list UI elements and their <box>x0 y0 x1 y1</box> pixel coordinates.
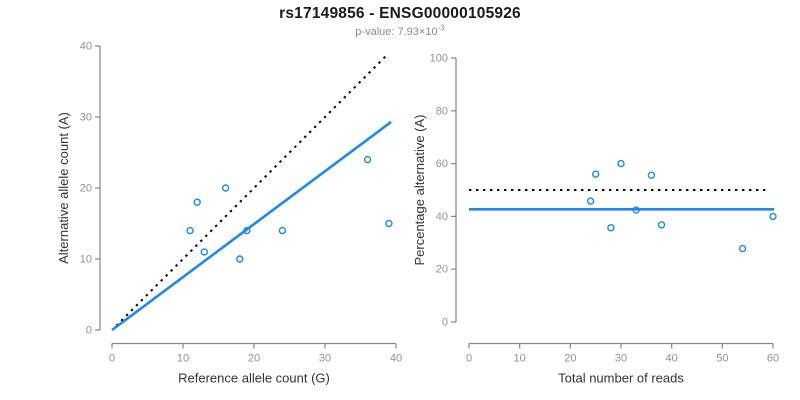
title-block: rs17149856 - ENSG00000105926 p-value: 7.… <box>0 5 800 38</box>
allele-count-scatter-points <box>186 155 393 263</box>
data-point <box>647 171 656 179</box>
y-tick-label: 10 <box>80 254 92 266</box>
y-tick-label: 0 <box>86 325 92 337</box>
regression-line <box>111 120 392 332</box>
y-tick-label: 60 <box>436 158 448 170</box>
y-tick-label: 30 <box>80 112 92 124</box>
y-axis-title: Alternative allele count (A) <box>56 112 71 264</box>
x-tick-label: 60 <box>767 353 779 365</box>
data-point <box>200 248 209 256</box>
x-tick-label: 0 <box>109 353 115 365</box>
data-point <box>186 226 194 235</box>
page-title: rs17149856 - ENSG00000105926 <box>279 5 521 22</box>
percentage-scatter-points <box>586 159 777 253</box>
data-point <box>385 219 393 228</box>
y-tick-label: 40 <box>436 211 448 223</box>
pvalue-subtitle: p-value: 7.93×10-3 <box>0 23 800 38</box>
data-point <box>607 224 615 232</box>
data-point <box>363 155 372 164</box>
x-tick-label: 30 <box>615 353 627 365</box>
x-axis-title: Total number of reads <box>558 371 684 386</box>
percentage-scatter-panel: 0 20 40 60 80 100 0 10 20 30 40 50 60 Total number of… <box>412 53 779 386</box>
y-tick-label: 40 <box>80 41 92 53</box>
x-tick-label: 20 <box>248 353 260 365</box>
data-point <box>586 197 595 205</box>
data-point <box>769 212 777 221</box>
data-point <box>221 184 230 192</box>
x-tick-label: 0 <box>466 353 472 365</box>
data-point <box>632 206 640 214</box>
y-tick-label: 80 <box>436 105 448 117</box>
y-tick-label: 20 <box>436 264 448 276</box>
data-point <box>236 255 244 263</box>
x-axis: 0 10 20 30 40 <box>109 342 402 365</box>
x-tick-label: 10 <box>514 353 526 365</box>
pvalue-exponent: -3 <box>437 23 445 33</box>
x-axis-title: Reference allele count (G) <box>178 371 330 386</box>
identity-line <box>115 53 389 327</box>
data-point <box>243 226 251 235</box>
y-axis: 0 10 20 30 40 <box>80 41 101 337</box>
data-point <box>657 221 666 229</box>
data-point <box>738 244 747 253</box>
x-tick-label: 50 <box>716 353 728 365</box>
data-point <box>591 170 600 178</box>
x-tick-label: 30 <box>319 353 331 365</box>
x-axis: 0 10 20 30 40 50 60 <box>466 342 779 365</box>
data-point <box>617 159 625 168</box>
y-tick-label: 20 <box>80 183 92 195</box>
x-tick-label: 40 <box>390 353 402 365</box>
x-tick-label: 40 <box>666 353 678 365</box>
allele-count-scatter-panel: 0 10 20 30 40 0 10 20 30 40 Reference allele count… <box>56 41 402 386</box>
y-tick-label: 0 <box>442 317 448 329</box>
x-tick-label: 10 <box>177 353 189 365</box>
data-point <box>278 226 287 235</box>
x-tick-label: 20 <box>564 353 576 365</box>
pvalue-text: p-value: 7.93×10 <box>355 26 438 38</box>
data-point <box>193 198 201 206</box>
y-axis: 0 20 40 60 80 100 <box>430 53 457 329</box>
y-axis-title: Percentage alternative (A) <box>412 114 427 265</box>
y-tick-label: 100 <box>430 53 448 65</box>
